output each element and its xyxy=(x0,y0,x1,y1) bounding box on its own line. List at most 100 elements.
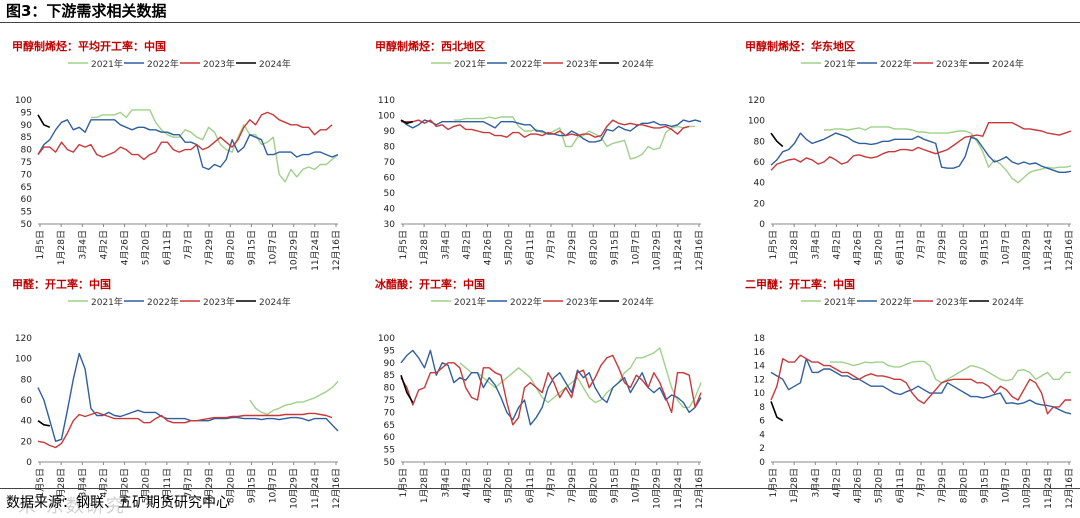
y-tick-label: 100 xyxy=(378,334,395,344)
y-tick-label: 85 xyxy=(384,371,395,381)
y-tick-label: 80 xyxy=(21,146,33,156)
y-tick-label: 8 xyxy=(759,403,765,413)
x-tick-label: 10月7日 xyxy=(268,230,279,265)
x-tick-label: 9月15日 xyxy=(609,468,620,503)
y-tick-label: 0 xyxy=(759,220,765,230)
legend-label: 2024年 xyxy=(992,296,1024,308)
chart-panel-1: 甲醇制烯烃：平均开工率：中国 2021年 2022年 2023年 2024年 50 55 60… xyxy=(12,39,342,271)
x-tick-label: 4月2日 xyxy=(831,468,842,497)
x-tick-label: 4月26日 xyxy=(120,468,131,503)
y-tick-label: 100 xyxy=(748,117,765,127)
x-tick-label: 4月26日 xyxy=(853,468,864,503)
y-tick-label: 30 xyxy=(384,220,396,230)
y-tick-label: 0 xyxy=(759,458,765,468)
chart-title: 甲醇制烯烃：西北地区 xyxy=(375,39,485,53)
x-tick-label: 1月5日 xyxy=(35,468,46,497)
x-tick-label: 7月7日 xyxy=(916,230,927,259)
series-line-2023年 xyxy=(401,119,690,138)
x-tick-label: 11月24日 xyxy=(310,230,321,271)
x-tick-label: 6月11日 xyxy=(525,468,536,503)
watermark: 米 东数研究 xyxy=(18,496,126,517)
y-tick-label: 40 xyxy=(754,179,766,189)
y-tick-label: 70 xyxy=(21,170,33,180)
bottom-rule xyxy=(0,488,1080,489)
x-tick-label: 9月15日 xyxy=(979,230,990,265)
chart-panel-2: 甲醇制烯烃：西北地区 2021年 2022年 2023年 2024年 30 40 50 60 70… xyxy=(375,39,705,271)
chart-title: 二甲醚：开工率：中国 xyxy=(745,277,855,291)
legend-label: 2023年 xyxy=(566,296,598,308)
series-line-2022年 xyxy=(37,119,339,171)
y-tick-label: 75 xyxy=(21,158,32,168)
y-tick-label: 4 xyxy=(759,430,765,440)
legend-label: 2023年 xyxy=(566,58,598,70)
chart-panel-4: 甲醛：开工率：中国 2021年 2022年 2023年 2024年 0 20 40 60 80 10… xyxy=(12,277,342,509)
y-tick-label: 10 xyxy=(754,389,766,399)
x-tick-label: 10月29日 xyxy=(1022,230,1033,271)
series-line-2021年 xyxy=(829,360,1071,384)
x-tick-label: 7月29日 xyxy=(204,468,215,503)
y-tick-label: 50 xyxy=(21,220,33,230)
x-tick-label: 10月7日 xyxy=(1001,468,1012,503)
series-line-2024年 xyxy=(400,119,414,125)
y-tick-label: 80 xyxy=(754,137,766,147)
x-tick-label: 8月20日 xyxy=(588,468,599,503)
x-tick-label: 1月28日 xyxy=(789,468,800,503)
x-tick-label: 9月15日 xyxy=(979,468,990,503)
series-line-2022年 xyxy=(37,352,339,442)
y-tick-label: 120 xyxy=(748,96,765,106)
x-tick-label: 8月20日 xyxy=(225,468,236,503)
x-tick-label: 7月7日 xyxy=(546,468,557,497)
y-tick-label: 100 xyxy=(378,112,395,122)
y-tick-label: 14 xyxy=(754,362,766,372)
x-tick-label: 6月11日 xyxy=(162,230,173,265)
legend-label: 2021年 xyxy=(824,58,856,70)
x-tick-label: 7月29日 xyxy=(567,230,578,265)
x-tick-label: 6月11日 xyxy=(525,230,536,265)
legend-label: 2021年 xyxy=(824,296,856,308)
x-tick-label: 8月20日 xyxy=(958,468,969,503)
x-tick-label: 5月20日 xyxy=(504,230,515,265)
y-tick-label: 90 xyxy=(21,121,33,131)
series-line-2023年 xyxy=(770,354,1071,415)
y-tick-label: 100 xyxy=(15,355,32,365)
x-tick-label: 11月24日 xyxy=(1043,230,1054,271)
chart-title: 冰醋酸：开工率：中国 xyxy=(375,277,485,291)
x-tick-label: 9月15日 xyxy=(246,468,257,503)
x-tick-label: 4月26日 xyxy=(483,468,494,503)
x-tick-label: 1月5日 xyxy=(768,230,779,259)
series-line-2021年 xyxy=(453,116,696,160)
legend-label: 2024年 xyxy=(622,296,654,308)
legend-label: 2021年 xyxy=(91,296,123,308)
x-tick-label: 5月20日 xyxy=(874,230,885,265)
x-tick-label: 12月16日 xyxy=(331,230,342,271)
legend-label: 2022年 xyxy=(510,296,542,308)
x-tick-label: 1月5日 xyxy=(398,468,409,497)
chart-title: 甲醇制烯烃：平均开工率：中国 xyxy=(12,39,166,53)
x-tick-label: 6月11日 xyxy=(895,468,906,503)
series-line-2021年 xyxy=(459,347,702,409)
x-tick-label: 4月2日 xyxy=(461,468,472,497)
y-tick-label: 40 xyxy=(384,205,396,215)
x-tick-label: 7月29日 xyxy=(937,468,948,503)
x-tick-label: 10月29日 xyxy=(652,230,663,271)
x-tick-label: 7月7日 xyxy=(183,468,194,497)
legend-label: 2021年 xyxy=(454,296,486,308)
x-tick-label: 12月16日 xyxy=(1064,230,1075,271)
series-line-2022年 xyxy=(770,358,1072,415)
legend-label: 2022年 xyxy=(147,296,179,308)
x-tick-label: 1月28日 xyxy=(789,230,800,265)
x-tick-label: 12月16日 xyxy=(694,230,705,271)
y-tick-label: 55 xyxy=(21,208,32,218)
x-tick-label: 10月7日 xyxy=(1001,230,1012,265)
x-tick-label: 7月7日 xyxy=(183,230,194,259)
series-line-2023年 xyxy=(400,354,702,426)
x-tick-label: 4月26日 xyxy=(483,230,494,265)
y-tick-label: 100 xyxy=(15,96,32,106)
source-note: 数据来源：钢联、五矿期货研究中心 xyxy=(6,495,230,511)
x-tick-label: 4月26日 xyxy=(120,230,131,265)
y-tick-label: 60 xyxy=(384,433,396,443)
x-tick-label: 3月4日 xyxy=(77,468,88,497)
series-line-2024年 xyxy=(770,401,784,422)
x-tick-label: 7月29日 xyxy=(937,230,948,265)
